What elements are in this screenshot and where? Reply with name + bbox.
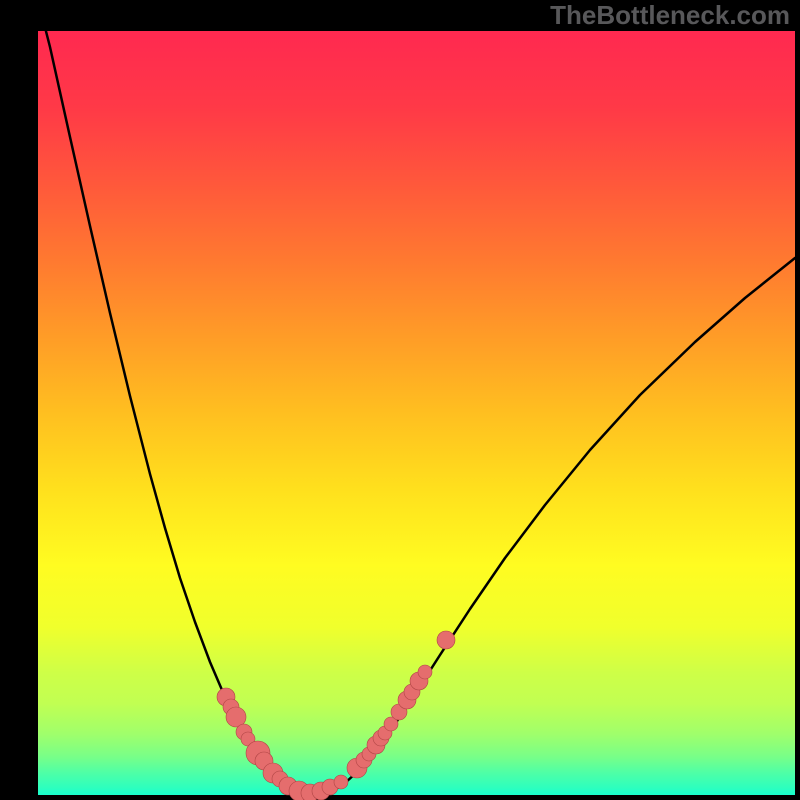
data-marker — [334, 775, 348, 789]
data-marker — [437, 631, 455, 649]
curve-svg — [0, 0, 800, 800]
watermark-label: TheBottleneck.com — [550, 0, 790, 31]
chart-container: TheBottleneck.com — [0, 0, 800, 800]
plot-area — [38, 31, 795, 795]
data-marker — [418, 665, 432, 679]
